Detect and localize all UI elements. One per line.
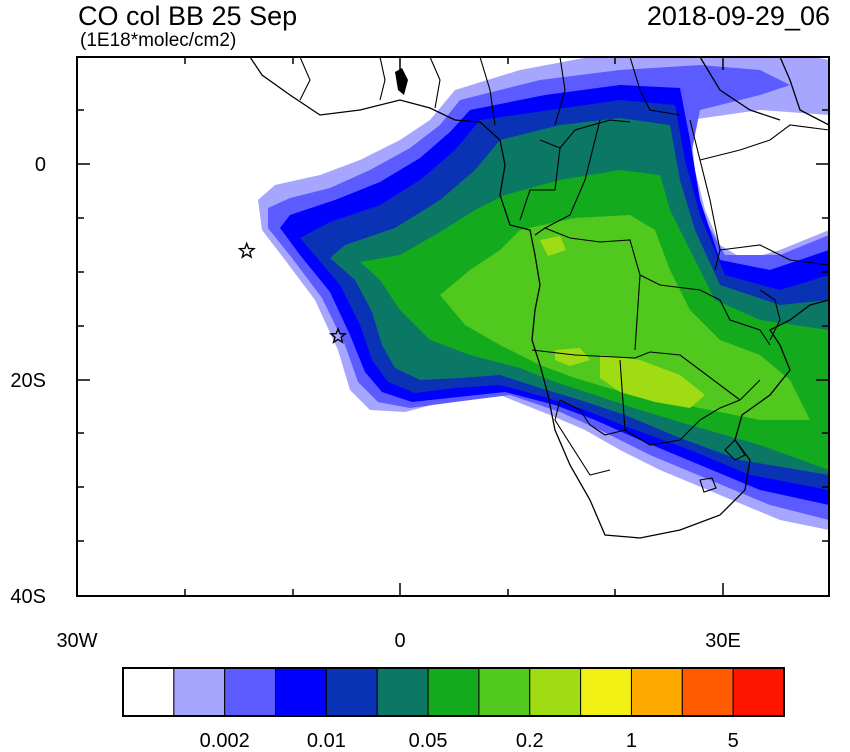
country-borders xyxy=(299,57,829,493)
co-gap-north xyxy=(690,110,829,260)
colorbar-label: 0.05 xyxy=(408,730,448,752)
star-marker-1 xyxy=(237,241,256,259)
axis-ticks xyxy=(77,57,829,596)
valid-time: 2018-09-29_06 xyxy=(646,1,830,31)
colorbar-swatch-8 xyxy=(529,667,582,717)
colorbar-label: 0.01 xyxy=(306,730,346,752)
map-title: CO col BB 25 Sep xyxy=(78,1,298,31)
colorbar-outline xyxy=(122,667,785,717)
colorbar-label: 1 xyxy=(625,730,638,752)
colorbar-swatch-6 xyxy=(427,667,480,717)
co-level-02 xyxy=(440,215,810,420)
colorbar-swatch-1 xyxy=(173,667,226,717)
co-concentration-field xyxy=(249,57,829,539)
colorbar-swatch-0 xyxy=(122,667,175,717)
lat-label-0: 0 xyxy=(34,154,46,176)
colorbar-swatch-3 xyxy=(275,667,327,717)
colorbar-swatch-11 xyxy=(681,667,734,717)
star-marker-2 xyxy=(329,326,348,344)
lon-label-30e: 30E xyxy=(705,630,741,652)
colorbar-swatch-5 xyxy=(376,667,429,717)
lat-label-20s: 20S xyxy=(10,370,46,392)
colorbar-swatch-7 xyxy=(478,667,531,717)
lon-label-0: 0 xyxy=(394,630,406,652)
colorbar-label: 0.002 xyxy=(199,730,250,752)
colorbar-swatch-12 xyxy=(732,667,785,717)
lon-label-30w: 30W xyxy=(56,630,98,652)
co-level-05-b xyxy=(555,348,590,366)
lat-label-40s: 40S xyxy=(10,586,46,608)
co-level-05 xyxy=(600,355,705,408)
colorbar-swatch-10 xyxy=(630,667,683,717)
colorbar-swatch-4 xyxy=(325,667,378,717)
colorbar xyxy=(122,667,785,717)
units-subtitle: (1E18*molec/cm2) xyxy=(80,30,237,51)
co-level-05-c xyxy=(540,236,566,256)
lake-volta xyxy=(395,68,408,95)
coastlines xyxy=(249,57,829,539)
colorbar-swatch-9 xyxy=(580,667,632,717)
colorbar-label: 0.2 xyxy=(515,730,544,752)
colorbar-label: 5 xyxy=(727,730,739,752)
colorbar-swatch-2 xyxy=(224,667,277,717)
